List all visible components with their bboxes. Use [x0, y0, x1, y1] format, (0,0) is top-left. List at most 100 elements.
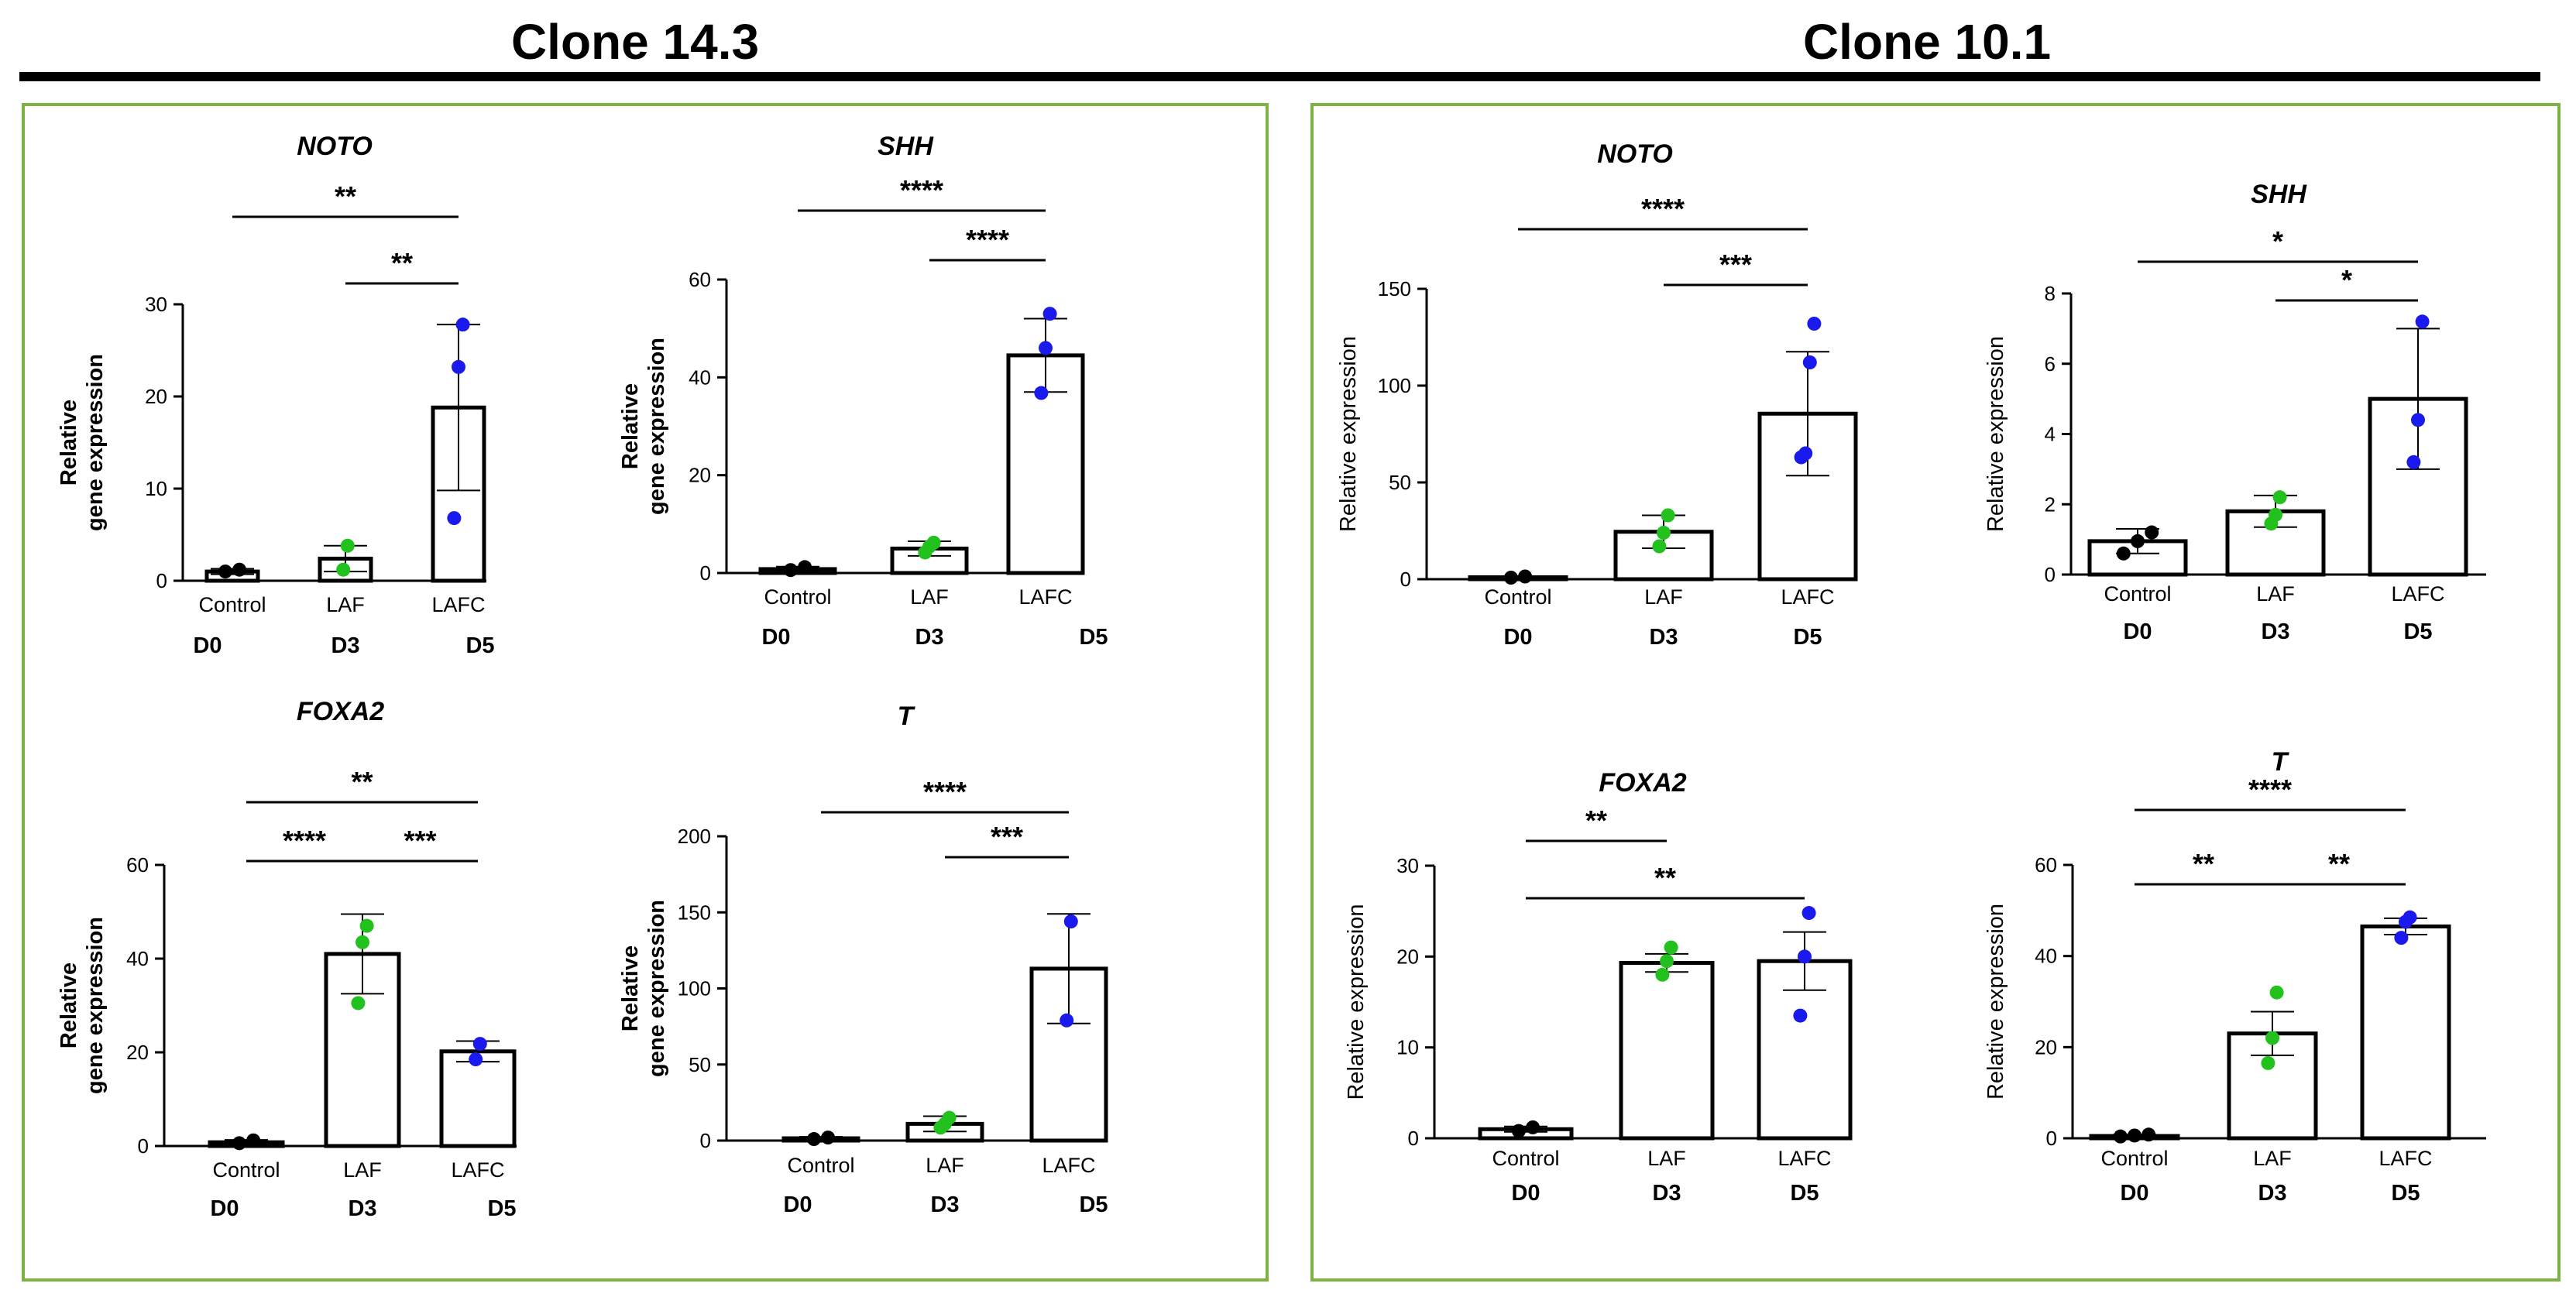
data-point: [783, 563, 798, 578]
day-label: D3: [1652, 1181, 1681, 1206]
category-label: Control: [2104, 582, 2171, 606]
data-point: [2131, 534, 2145, 548]
chart-title: NOTO: [297, 132, 373, 161]
significance-label: **: [1585, 805, 1607, 836]
y-axis-label: Relative: [618, 383, 643, 469]
y-axis-label: Relative: [618, 945, 643, 1031]
data-point: [1034, 386, 1049, 400]
day-label: D0: [2123, 619, 2152, 644]
chart-title: SHH: [2251, 180, 2307, 209]
data-point: [2403, 910, 2417, 925]
y-tick-label: 0: [1400, 568, 1411, 591]
significance-label: ***: [1719, 249, 1752, 280]
data-point: [1511, 1124, 1526, 1138]
y-tick-label: 20: [145, 385, 167, 408]
y-axis-label: Relative: [57, 400, 81, 486]
data-point: [455, 317, 470, 332]
significance-label: ****: [2248, 774, 2292, 805]
category-label: Control: [2100, 1147, 2168, 1170]
significance-label: **: [2193, 848, 2214, 880]
y-axis-label: Relative expression: [1344, 904, 1369, 1100]
day-label: D3: [930, 1192, 959, 1217]
y-tick-label: 60: [2035, 853, 2057, 877]
category-label: LAFC: [1018, 585, 1072, 609]
significance-label: ****: [283, 825, 326, 856]
category-label: LAFC: [2379, 1147, 2432, 1170]
y-tick-label: 0: [700, 561, 711, 585]
significance-label: **: [1654, 862, 1676, 894]
chart-title: FOXA2: [297, 697, 384, 726]
significance-label: ***: [404, 825, 436, 856]
y-tick-label: 20: [1396, 945, 1419, 968]
data-point: [1657, 526, 1671, 540]
y-tick-label: 30: [1396, 854, 1419, 877]
y-tick-label: 100: [1378, 374, 1411, 397]
chart-title: SHH: [878, 132, 934, 161]
y-tick-label: 40: [2035, 945, 2057, 968]
data-point: [2272, 490, 2287, 505]
data-point: [232, 1136, 246, 1151]
data-point: [1802, 355, 1817, 369]
y-tick-label: 10: [1396, 1036, 1419, 1059]
data-point: [1655, 967, 1670, 982]
y-tick-label: 50: [689, 1053, 711, 1076]
data-point: [1039, 341, 1053, 355]
data-point: [942, 1110, 957, 1125]
data-point: [2261, 1055, 2275, 1070]
chart-8: T 0 20 40 60 Relative expression Control D0 LAF D…: [1984, 747, 2486, 1206]
day-label: D5: [2403, 619, 2432, 644]
category-label: LAF: [926, 1154, 964, 1177]
category-label: LAFC: [1781, 585, 1834, 609]
chart-7: FOXA2 0 10 20 30 Relative expression Control D0…: [1344, 768, 1853, 1206]
data-point: [218, 564, 232, 579]
data-point: [472, 1037, 487, 1052]
day-label: D5: [1790, 1181, 1819, 1206]
data-point: [1798, 949, 1812, 964]
category-label: LAFC: [431, 593, 485, 616]
day-label: D3: [2258, 1181, 2286, 1206]
significance-label: *: [2272, 225, 2283, 257]
data-point: [1798, 446, 1813, 461]
category-label: Control: [787, 1154, 854, 1177]
significance-label: ****: [900, 174, 943, 206]
data-point: [2394, 931, 2409, 945]
category-label: Control: [1484, 585, 1551, 609]
data-point: [1063, 914, 1078, 929]
data-point: [2411, 413, 2425, 427]
data-point: [2116, 546, 2131, 561]
y-tick-label: 40: [126, 947, 149, 970]
data-point: [821, 1131, 836, 1145]
data-point: [1664, 940, 1678, 955]
data-point: [1042, 307, 1057, 321]
y-tick-label: 150: [678, 901, 711, 924]
y-tick-label: 60: [126, 853, 149, 877]
data-point: [2142, 1127, 2156, 1142]
panel-clone-10-1: [1310, 103, 2561, 1282]
day-label: D5: [1793, 625, 1822, 650]
significance-label: **: [351, 766, 373, 798]
y-tick-label: 20: [126, 1041, 149, 1064]
data-point: [469, 1052, 483, 1067]
data-point: [340, 538, 355, 553]
data-point: [926, 535, 941, 550]
category-label: LAF: [910, 585, 949, 609]
clone-title-left: Clone 14.3: [511, 14, 759, 70]
data-point: [1526, 1120, 1540, 1134]
y-tick-label: 20: [2035, 1035, 2057, 1059]
y-tick-label: 30: [145, 293, 167, 316]
bar: [1619, 961, 1715, 1141]
data-point: [452, 359, 465, 374]
data-point: [351, 996, 366, 1010]
data-point: [1807, 317, 1822, 331]
chart-6: SHH 0 2 4 6 8 Relative expression Control D0 LAF D…: [1984, 180, 2486, 644]
data-point: [1518, 569, 1533, 584]
y-tick-label: 0: [2046, 1127, 2057, 1150]
y-axis-label: Relative expression: [1984, 336, 2008, 532]
y-tick-label: 4: [2045, 423, 2056, 446]
significance-label: **: [335, 180, 356, 212]
data-point: [232, 562, 247, 577]
day-label: D3: [915, 625, 943, 650]
category-label: LAF: [343, 1158, 382, 1182]
category-label: LAFC: [2391, 582, 2444, 606]
